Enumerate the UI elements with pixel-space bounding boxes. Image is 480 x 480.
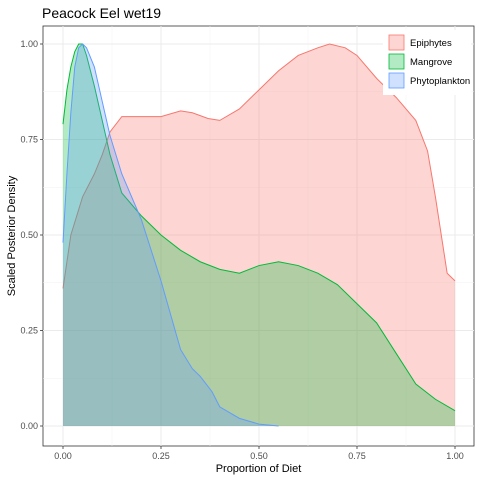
legend: Epiphytes Mangrove Phytoplankton [383, 30, 471, 95]
line-mangrove [62, 43, 456, 412]
legend-key-epiphytes [388, 34, 405, 51]
x-tick-label: 0.75 [348, 451, 366, 461]
x-tick-label: 0.50 [250, 451, 268, 461]
y-axis-title: Scaled Posterior Density [6, 175, 18, 296]
density-areas [62, 43, 456, 427]
x-tick-label: 0.25 [152, 451, 170, 461]
legend-box [383, 30, 471, 95]
area-epiphytes [63, 44, 455, 426]
chart-title: Peacock Eel wet19 [42, 5, 161, 21]
axes: 0.00 0.25 0.50 0.75 1.00 0.00 0.25 0.50 0.75 1.00 [20, 39, 463, 461]
x-tick-label: 0.00 [54, 451, 72, 461]
area-phytoplankton [63, 44, 279, 426]
y-tick-label: 0.00 [20, 421, 38, 431]
line-epiphytes [62, 43, 456, 289]
legend-key-phytoplankton [388, 72, 405, 89]
legend-label-phytoplankton: Phytoplankton [410, 76, 470, 87]
line-phytoplankton [62, 43, 279, 427]
x-axis-title: Proportion of Diet [216, 463, 302, 475]
y-tick-label: 0.50 [20, 230, 38, 240]
legend-label-epiphytes: Epiphytes [410, 38, 452, 49]
y-tick-label: 0.25 [20, 326, 38, 336]
area-mangrove [63, 44, 455, 426]
grid-lines [43, 26, 474, 446]
y-tick-label: 0.75 [20, 135, 38, 145]
legend-label-mangrove: Mangrove [410, 57, 452, 68]
x-tick-label: 1.00 [446, 451, 464, 461]
legend-key-mangrove [388, 53, 405, 70]
y-tick-label: 1.00 [20, 39, 38, 49]
